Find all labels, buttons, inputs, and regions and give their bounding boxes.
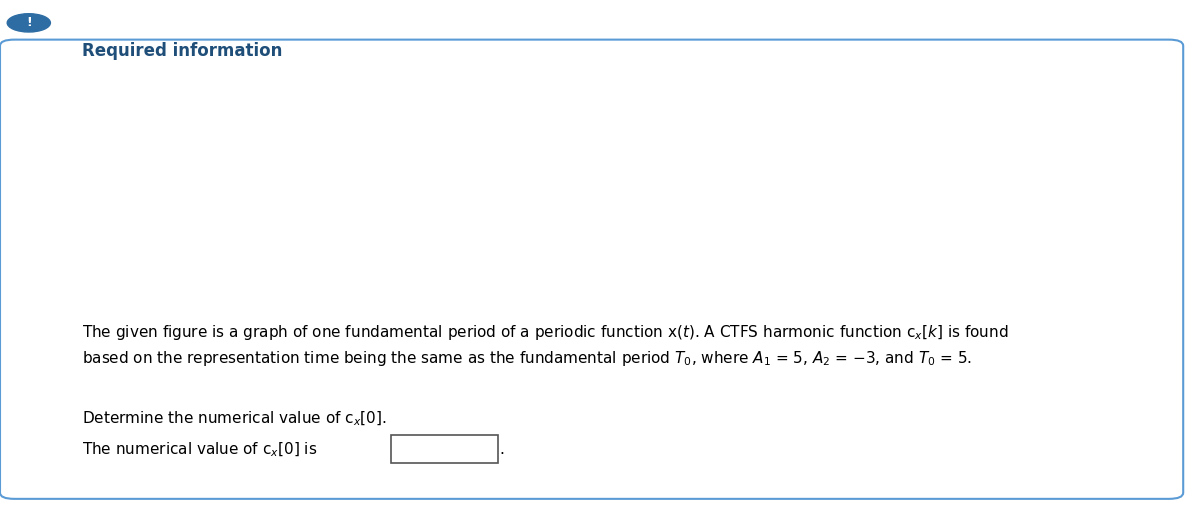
Text: $A_2$: $A_2$ xyxy=(67,238,85,257)
Text: The given figure is a graph of one fundamental period of a periodic function x($: The given figure is a graph of one funda… xyxy=(82,323,1008,342)
Text: based on the representation time being the same as the fundamental period $T_0$,: based on the representation time being t… xyxy=(82,348,972,368)
Text: $A_1$: $A_1$ xyxy=(67,115,85,134)
Text: x($t$): x($t$) xyxy=(156,74,184,92)
Text: 2: 2 xyxy=(204,166,212,179)
Text: .: . xyxy=(499,442,504,457)
Text: !: ! xyxy=(26,16,31,29)
Text: $T_0$: $T_0$ xyxy=(260,163,275,178)
Text: Determine the numerical value of c$_x$[0].: Determine the numerical value of c$_x$[0… xyxy=(82,410,386,428)
Text: The numerical value of c$_x$[0] is: The numerical value of c$_x$[0] is xyxy=(82,440,317,459)
Text: $T_0$: $T_0$ xyxy=(200,148,216,164)
Text: $t$: $t$ xyxy=(323,189,331,205)
Text: Required information: Required information xyxy=(82,42,282,60)
